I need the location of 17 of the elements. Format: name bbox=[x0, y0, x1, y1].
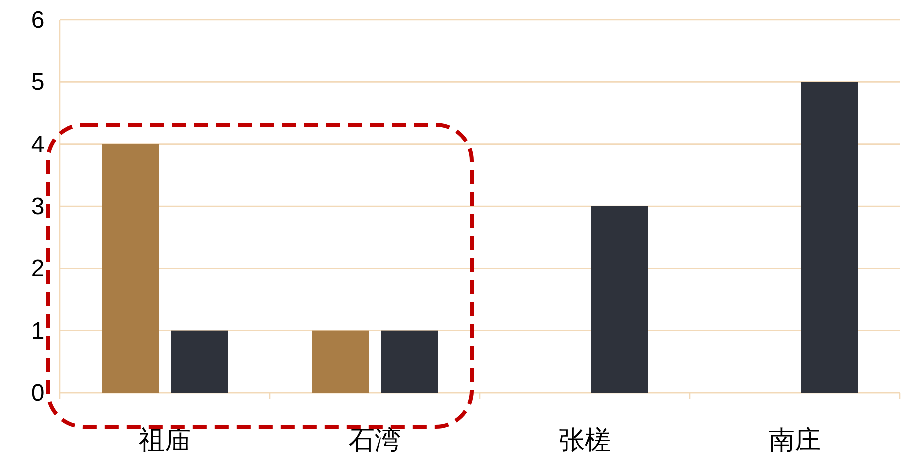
y-tick-label: 1 bbox=[31, 318, 45, 345]
y-tick-label: 3 bbox=[31, 194, 45, 220]
bar bbox=[381, 330, 438, 393]
y-tick-label: 2 bbox=[31, 256, 45, 283]
y-tick-label: 0 bbox=[31, 380, 45, 407]
bar bbox=[102, 144, 159, 393]
y-tick-label: 5 bbox=[31, 69, 45, 96]
bar bbox=[801, 82, 858, 393]
bar bbox=[312, 330, 369, 393]
x-tick-label: 张槎 bbox=[559, 425, 611, 455]
y-tick-label: 4 bbox=[31, 131, 45, 158]
x-tick-label: 石湾 bbox=[349, 425, 401, 455]
bar bbox=[591, 206, 648, 393]
x-tick-label: 祖庙 bbox=[139, 425, 191, 455]
x-tick-label: 南庄 bbox=[769, 425, 821, 455]
y-tick-label: 6 bbox=[31, 7, 45, 34]
bar bbox=[171, 330, 228, 393]
